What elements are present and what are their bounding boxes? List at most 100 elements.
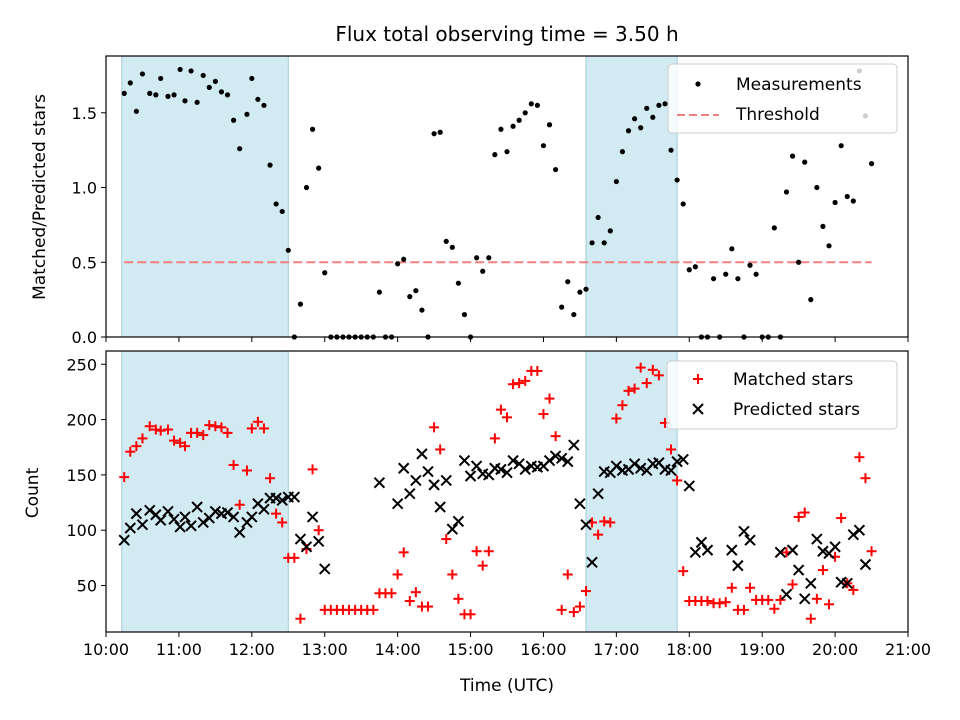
- measurement-point: [188, 68, 194, 74]
- matched-point: [544, 393, 555, 404]
- shaded-interval: [121, 350, 289, 633]
- measurement-point: [680, 201, 686, 207]
- predicted-point: [270, 492, 282, 504]
- predicted-point: [233, 526, 246, 539]
- predicted-point-b: [555, 452, 568, 465]
- predicted-point-b: [653, 457, 665, 469]
- matched-point: [824, 599, 835, 610]
- measurement-point: [540, 143, 547, 149]
- matched-point: [520, 375, 531, 386]
- predicted-point-b: [841, 577, 853, 590]
- predicted-point: [416, 448, 428, 460]
- measurement-point: [656, 102, 662, 108]
- matched-point: [228, 459, 239, 470]
- measurement-point: [625, 128, 632, 134]
- bottom-legend: Matched stars Predicted stars: [666, 360, 898, 430]
- predicted-point-b: [489, 462, 501, 474]
- predicted-point: [288, 491, 301, 503]
- measurement-point: [449, 244, 455, 250]
- matched-point: [532, 365, 543, 376]
- predicted-point-b: [136, 518, 149, 531]
- predicted-point-b: [410, 474, 422, 487]
- measurement-point: [419, 307, 425, 313]
- predicted-point-b: [288, 491, 301, 503]
- matched-point: [453, 593, 464, 604]
- y-tick-label: 100: [66, 521, 97, 540]
- measurement-point: [644, 105, 650, 111]
- matched-point: [144, 421, 155, 432]
- predicted-point-b: [434, 501, 446, 513]
- measurement-point: [261, 102, 267, 108]
- predicted-point-b: [726, 544, 738, 556]
- matched-point: [574, 601, 585, 612]
- matched-point: [641, 378, 652, 389]
- predicted-point-b: [312, 535, 325, 547]
- predicted-point-b: [150, 509, 162, 521]
- predicted-point-b: [398, 462, 410, 474]
- measurement-point: [237, 146, 243, 152]
- predicted-point: [136, 518, 149, 531]
- predicted-point: [677, 453, 689, 466]
- matched-point: [666, 444, 677, 455]
- predicted-point: [786, 544, 799, 556]
- y-tick-label: 150: [66, 466, 97, 485]
- measurement-point: [461, 311, 468, 318]
- measurement-point: [814, 184, 820, 191]
- measurement-point: [674, 177, 680, 183]
- measurement-point: [486, 255, 492, 261]
- predicted-point: [562, 455, 574, 468]
- predicted-point: [568, 439, 580, 451]
- matched-point: [629, 383, 640, 394]
- predicted-point-b: [780, 588, 793, 601]
- matched-point: [192, 427, 203, 438]
- measurement-point: [182, 98, 188, 104]
- measurement-point: [789, 153, 796, 159]
- measurement-point: [686, 267, 692, 273]
- predicted-point-b: [835, 576, 847, 588]
- matched-point: [162, 424, 173, 435]
- x-tick-label: 14:00: [375, 640, 421, 659]
- measurement-point: [510, 123, 516, 129]
- measurement-point: [297, 301, 304, 307]
- predicted-point-b: [233, 526, 246, 539]
- legend-marker-matched: [693, 374, 703, 384]
- predicted-point: [312, 535, 325, 547]
- predicted-point: [701, 544, 714, 556]
- measurement-point: [553, 166, 559, 173]
- measurement-point: [868, 161, 875, 167]
- predicted-point: [689, 546, 702, 559]
- predicted-point-b: [391, 497, 404, 510]
- predicted-point-b: [476, 468, 489, 480]
- predicted-point: [197, 516, 209, 529]
- matched-point: [502, 412, 512, 423]
- measurement-point: [267, 162, 273, 168]
- x-tick-label: 13:00: [302, 640, 348, 659]
- top-y-axis-label: Matched/Predicted stars: [30, 94, 50, 300]
- matched-point: [775, 594, 786, 605]
- matched-point: [410, 587, 421, 598]
- predicted-point-b: [610, 460, 623, 472]
- matched-point: [714, 598, 725, 609]
- matched-point: [738, 604, 749, 615]
- matched-point: [198, 430, 209, 441]
- bottom-x-ticks: 10:00 11:00 12:00 13:00 14:00 15:00 16:00 17:00…: [83, 632, 931, 659]
- predicted-point-b: [197, 516, 209, 529]
- predicted-point-b: [446, 523, 459, 535]
- top-shading: [121, 55, 678, 338]
- measurement-point: [147, 90, 153, 96]
- x-tick-label: 16:00: [520, 640, 566, 659]
- measurement-point: [230, 117, 237, 123]
- predicted-point-b: [817, 545, 829, 557]
- predicted-point: [452, 515, 465, 528]
- measurement-point: [565, 279, 571, 285]
- measurement-point: [796, 259, 802, 265]
- predicted-point: [543, 454, 556, 467]
- matched-point: [210, 421, 221, 432]
- matched-point: [392, 569, 403, 580]
- measurement-point: [376, 289, 383, 295]
- top-x-ticks: [105, 337, 909, 342]
- measurement-point: [601, 240, 607, 246]
- predicted-point-b: [799, 593, 811, 605]
- top-points: [121, 66, 875, 340]
